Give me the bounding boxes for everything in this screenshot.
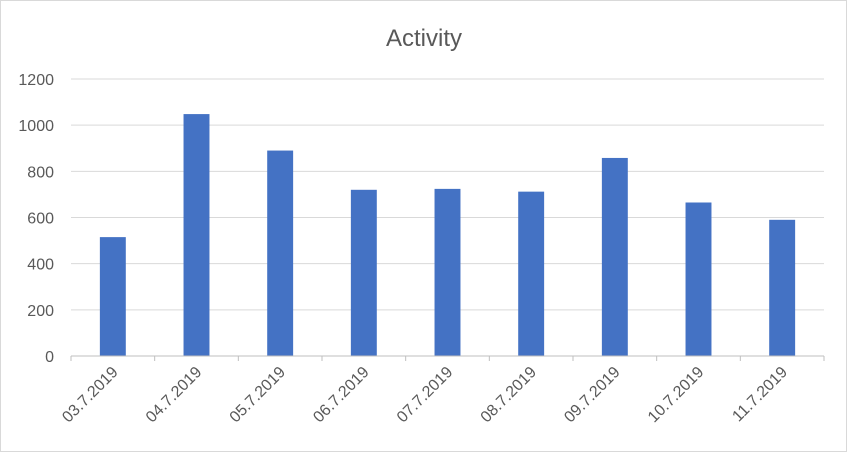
y-tick-label: 1200 xyxy=(18,72,54,89)
x-tick-label: 06.7.2019 xyxy=(310,364,372,426)
y-tick-label: 400 xyxy=(27,257,54,274)
x-tick-label: 09.7.2019 xyxy=(561,364,623,426)
bar-07.7.2019 xyxy=(435,189,461,356)
x-tick-label: 03.7.2019 xyxy=(59,364,121,426)
x-tick-label: 11.7.2019 xyxy=(729,364,791,426)
y-tick-label: 600 xyxy=(27,211,54,228)
x-tick-label: 08.7.2019 xyxy=(478,364,540,426)
bar-06.7.2019 xyxy=(351,190,377,356)
bars xyxy=(100,114,795,356)
x-tick-label: 07.7.2019 xyxy=(394,364,456,426)
x-axis-tick-labels: 03.7.2019 04.7.2019 05.7.2019 06.7.2019 07.7… xyxy=(59,364,791,426)
y-tick-label: 0 xyxy=(45,349,54,366)
chart-title: Activity xyxy=(386,25,462,52)
y-tick-label: 800 xyxy=(27,164,54,181)
bar-11.7.2019 xyxy=(769,220,795,356)
bar-04.7.2019 xyxy=(184,114,210,356)
y-tick-label: 1000 xyxy=(18,118,54,135)
x-axis xyxy=(71,356,824,361)
y-axis-tick-labels: 0 200 400 600 800 1000 1200 xyxy=(18,72,54,366)
bar-05.7.2019 xyxy=(267,151,293,356)
bar-03.7.2019 xyxy=(100,237,126,356)
x-tick-label: 05.7.2019 xyxy=(227,364,289,426)
y-tick-label: 200 xyxy=(27,303,54,320)
x-tick-label: 04.7.2019 xyxy=(143,364,205,426)
bar-09.7.2019 xyxy=(602,158,628,356)
bar-08.7.2019 xyxy=(518,192,544,356)
x-tick-label: 10.7.2019 xyxy=(645,364,707,426)
bar-10.7.2019 xyxy=(686,202,712,356)
